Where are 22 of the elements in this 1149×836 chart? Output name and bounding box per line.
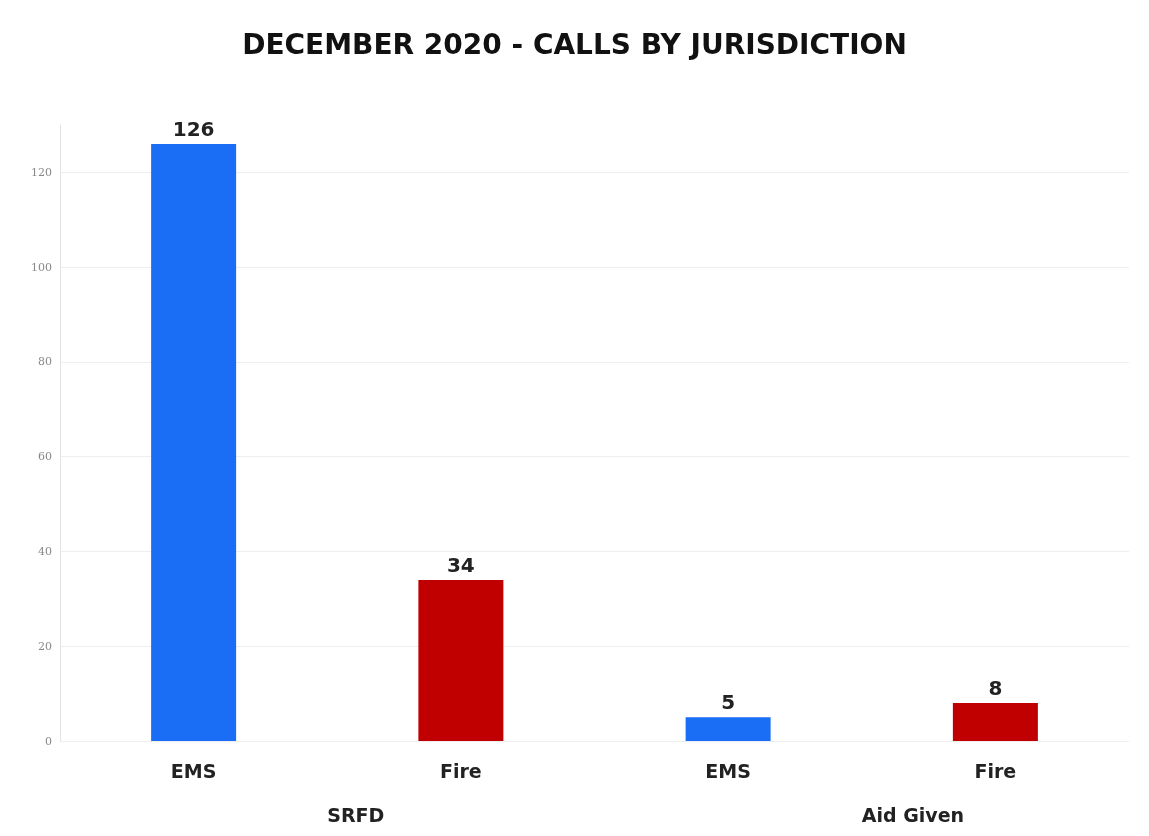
x-tick-label: Fire	[440, 759, 482, 782]
bar	[418, 579, 504, 741]
bar	[685, 717, 771, 741]
data-label: 5	[721, 690, 736, 715]
data-label: 34	[446, 552, 475, 577]
y-tick-label: 60	[38, 450, 52, 464]
text: SRFD	[327, 803, 385, 826]
y-tick-label: 40	[38, 544, 52, 558]
text: Aid Given	[861, 803, 965, 826]
y-tick-label: 100	[31, 260, 52, 274]
y-tick-label: 80	[38, 355, 52, 369]
y-tick-label: 0	[45, 734, 52, 748]
x-tick-label: Fire	[974, 759, 1017, 782]
y-tick-label: 20	[38, 639, 52, 653]
y-tick-label: 120	[31, 165, 52, 179]
x-tick-label: EMS	[705, 759, 751, 782]
data-label: 126	[172, 116, 215, 141]
bar	[952, 703, 1038, 741]
data-label: 8	[988, 676, 1003, 701]
chart-title: DECEMBER 2020 - CALLS BY JURISDICTION	[242, 27, 907, 61]
bar	[151, 143, 237, 741]
x-tick-label: EMS	[170, 759, 217, 782]
